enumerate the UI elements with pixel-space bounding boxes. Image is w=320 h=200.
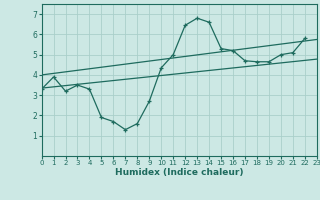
X-axis label: Humidex (Indice chaleur): Humidex (Indice chaleur) <box>115 168 244 177</box>
